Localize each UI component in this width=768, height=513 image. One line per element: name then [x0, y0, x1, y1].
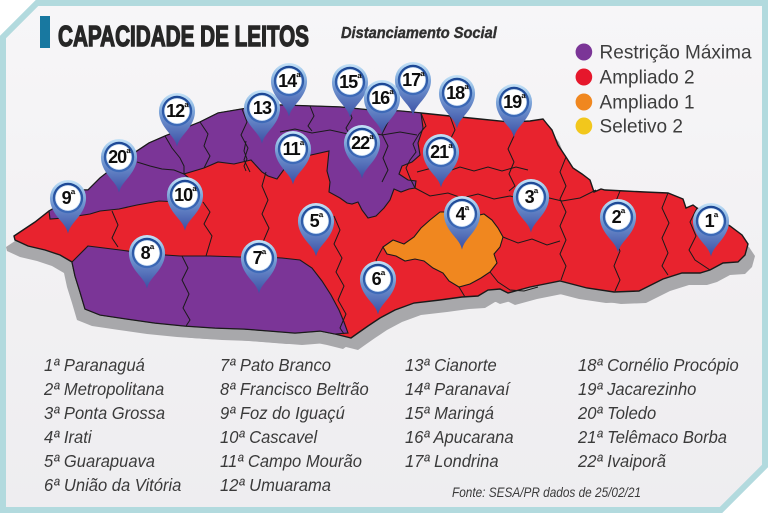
svg-text:20ª: 20ª — [108, 146, 131, 167]
svg-text:6ª: 6ª — [372, 268, 386, 289]
svg-text:Restrição Máxima: Restrição Máxima — [600, 42, 752, 63]
svg-text:16ª Apucarana: 16ª Apucarana — [405, 426, 514, 447]
svg-text:15ª Maringá: 15ª Maringá — [405, 402, 494, 423]
svg-text:14ª: 14ª — [278, 70, 301, 91]
svg-text:12ª: 12ª — [166, 100, 189, 121]
svg-text:19ª Jacarezinho: 19ª Jacarezinho — [578, 378, 697, 399]
svg-text:18ª: 18ª — [446, 82, 469, 103]
svg-text:5ª Guarapuava: 5ª Guarapuava — [44, 450, 155, 471]
svg-text:15ª: 15ª — [339, 71, 362, 92]
svg-text:Distanciamento Social: Distanciamento Social — [341, 25, 498, 42]
svg-text:21ª Telêmaco Borba: 21ª Telêmaco Borba — [577, 426, 727, 447]
svg-text:21ª: 21ª — [430, 141, 453, 162]
svg-text:13ª Cianorte: 13ª Cianorte — [405, 354, 497, 375]
svg-text:CAPACIDADE DE LEITOS: CAPACIDADE DE LEITOS — [58, 21, 309, 53]
svg-text:8ª Francisco Beltrão: 8ª Francisco Beltrão — [220, 378, 369, 399]
svg-text:10ª Cascavel: 10ª Cascavel — [220, 426, 318, 447]
svg-text:22ª Ivaiporã: 22ª Ivaiporã — [577, 450, 666, 471]
svg-text:17ª: 17ª — [402, 69, 425, 90]
svg-text:1ª Paranaguá: 1ª Paranaguá — [44, 354, 145, 375]
svg-text:5ª: 5ª — [310, 210, 324, 231]
svg-text:8ª: 8ª — [141, 242, 155, 263]
svg-text:Fonte: SESA/PR dados de 25/02/: Fonte: SESA/PR dados de 25/02/21 — [452, 485, 641, 500]
svg-text:17ª Londrina: 17ª Londrina — [405, 450, 499, 471]
svg-text:Ampliado 1: Ampliado 1 — [600, 92, 695, 113]
svg-text:4ª Irati: 4ª Irati — [44, 426, 93, 447]
svg-text:12ª Umuarama: 12ª Umuarama — [220, 474, 331, 495]
svg-text:3ª Ponta Grossa: 3ª Ponta Grossa — [44, 402, 165, 423]
svg-text:2ª Metropolitana: 2ª Metropolitana — [43, 378, 165, 399]
svg-text:22ª: 22ª — [351, 132, 374, 153]
svg-text:9ª: 9ª — [62, 187, 76, 208]
svg-text:18ª Cornélio Procópio: 18ª Cornélio Procópio — [578, 354, 739, 375]
svg-text:2ª: 2ª — [612, 206, 626, 227]
svg-text:7ª Pato Branco: 7ª Pato Branco — [220, 354, 331, 375]
svg-text:20ª Toledo: 20ª Toledo — [577, 402, 657, 423]
svg-text:Ampliado 2: Ampliado 2 — [600, 67, 695, 88]
svg-text:1ª: 1ª — [705, 210, 719, 231]
svg-text:9ª Foz do Iguaçú: 9ª Foz do Iguaçú — [220, 402, 345, 423]
svg-text:7ª: 7ª — [253, 247, 267, 268]
svg-text:4ª: 4ª — [456, 203, 470, 224]
svg-text:11ª: 11ª — [283, 138, 305, 159]
svg-text:14ª Paranavaí: 14ª Paranavaí — [405, 378, 512, 399]
svg-text:10ª: 10ª — [174, 184, 197, 205]
svg-text:11ª Campo Mourão: 11ª Campo Mourão — [220, 450, 362, 471]
svg-text:16ª: 16ª — [371, 87, 394, 108]
svg-text:3ª: 3ª — [525, 186, 539, 207]
svg-text:13: 13 — [253, 98, 272, 118]
svg-text:19ª: 19ª — [503, 91, 526, 112]
svg-text:6ª União da Vitória: 6ª União da Vitória — [44, 474, 182, 495]
svg-text:Seletivo 2: Seletivo 2 — [600, 116, 683, 137]
